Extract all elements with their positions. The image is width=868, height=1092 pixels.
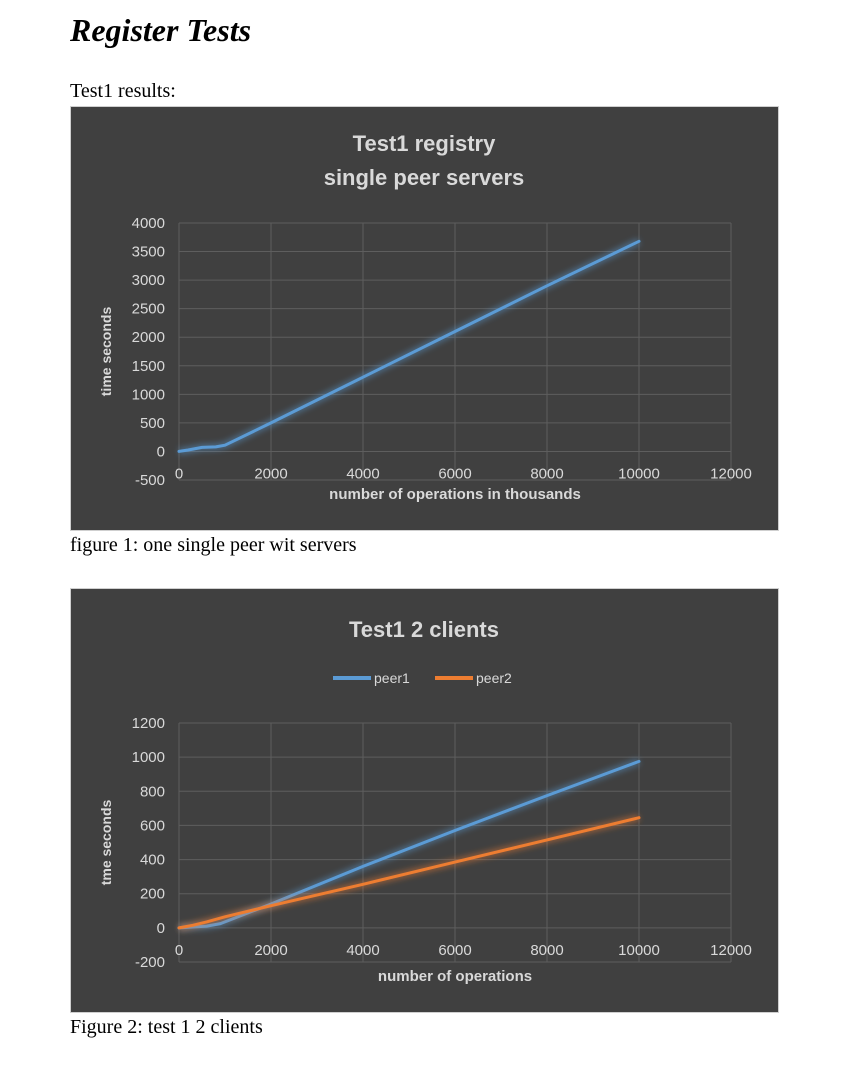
- x-axis-label: number of operations in thousands: [329, 486, 581, 503]
- intro-text: Test1 results:: [70, 80, 176, 102]
- x-tick-label: 4000: [346, 942, 379, 959]
- series-line-series-0: [177, 239, 641, 453]
- y-tick-label: 500: [140, 415, 165, 432]
- x-tick-label: 0: [175, 465, 183, 482]
- y-tick-label: 2500: [132, 301, 165, 318]
- chart-title-line: Test1 registry: [353, 131, 496, 156]
- y-tick-label: 800: [140, 783, 165, 800]
- chart-2-container: Test1 2 clients peer1 peer2 -200 0 200 400 600 8…: [70, 588, 779, 1013]
- chart-1-container: Test1 registry single peer servers -500 0 50…: [70, 106, 779, 531]
- figure-1-caption: figure 1: one single peer wit servers: [70, 534, 357, 556]
- x-axis-label: number of operations: [378, 968, 532, 985]
- series-line-peer2: [177, 816, 641, 930]
- chart-1: Test1 registry single peer servers -500 0 50…: [98, 131, 752, 503]
- x-tick-label: 2000: [254, 942, 287, 959]
- y-tick-label: 1000: [132, 386, 165, 403]
- figure-2-caption: Figure 2: test 1 2 clients: [70, 1016, 263, 1038]
- x-tick-label: 6000: [438, 942, 471, 959]
- y-tick-label: -200: [135, 954, 165, 971]
- legend-label-peer1: peer1: [374, 670, 410, 686]
- x-tick-label: 12000: [710, 465, 752, 482]
- x-tick-label: 2000: [254, 465, 287, 482]
- x-tick-label: 10000: [618, 465, 660, 482]
- y-tick-label: 200: [140, 886, 165, 903]
- y-tick-label: 1000: [132, 749, 165, 766]
- page-heading: Register Tests: [70, 12, 252, 48]
- x-tick-label: 0: [175, 942, 183, 959]
- x-tick-label: 8000: [530, 465, 563, 482]
- series-glow-series-0: [178, 238, 641, 455]
- x-tick-label: 4000: [346, 465, 379, 482]
- x-tick-label: 8000: [530, 942, 563, 959]
- y-tick-label: 3500: [132, 244, 165, 261]
- y-tick-label: 2000: [132, 329, 165, 346]
- chart-title-line: single peer servers: [324, 165, 525, 190]
- y-tick-label: 4000: [132, 215, 165, 232]
- y-tick-label: 3000: [132, 272, 165, 289]
- y-axis-label: time seconds: [98, 307, 114, 397]
- x-tick-label: 10000: [618, 942, 660, 959]
- y-tick-label: 1200: [132, 715, 165, 732]
- x-tick-label: 6000: [438, 465, 471, 482]
- y-axis-label: tme seconds: [98, 799, 114, 885]
- y-tick-label: 0: [157, 920, 165, 937]
- y-tick-label: 1500: [132, 358, 165, 375]
- y-tick-label: -500: [135, 472, 165, 489]
- series-line-peer1: [177, 759, 641, 930]
- chart-2: Test1 2 clients peer1 peer2 -200 0 200 400 600 8…: [98, 617, 752, 985]
- x-tick-label: 12000: [710, 942, 752, 959]
- legend-label-peer2: peer2: [476, 670, 512, 686]
- y-tick-label: 600: [140, 817, 165, 834]
- chart-title-line: Test1 2 clients: [349, 617, 499, 642]
- y-tick-label: 0: [157, 443, 165, 460]
- y-tick-label: 400: [140, 852, 165, 869]
